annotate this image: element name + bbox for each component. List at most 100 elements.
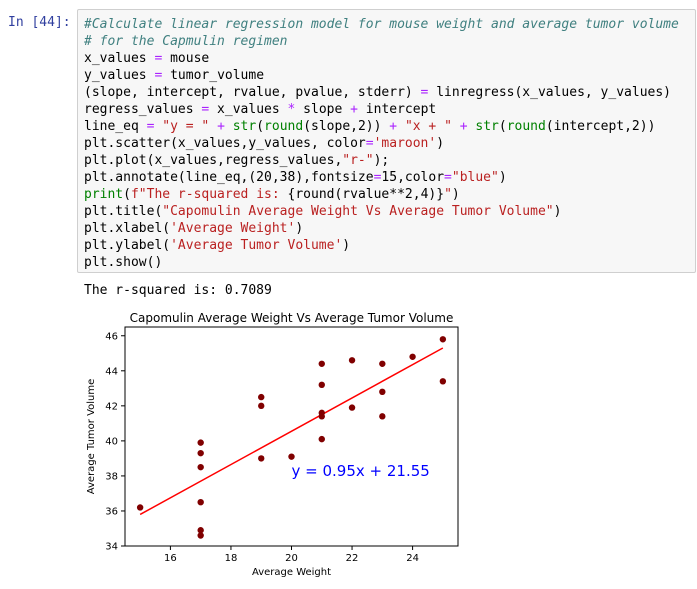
code-line: plt.annotate(line_eq,(20,38),fontsize=15… (84, 169, 679, 186)
code-token (452, 119, 460, 134)
code-line: plt.scatter(x_values,y_values, color='ma… (84, 135, 679, 152)
code-token: 15,color (381, 170, 445, 185)
code-token: = (373, 170, 382, 185)
scatter-point (379, 360, 386, 367)
x-axis-ticks: 16 18 20 22 24 (164, 546, 419, 564)
y-tick-label: 44 (105, 366, 118, 377)
code-token: ); (373, 153, 390, 168)
scatter-plot: 34 36 38 40 42 44 46 16 18 20 22 24 y = 0.95x + 21… (86, 311, 459, 578)
scatter-point (136, 504, 144, 511)
x-tick-label: 16 (164, 553, 177, 564)
y-axis-label: Average Tumor Volume (86, 379, 97, 495)
cell-output-text: The r-squared is: 0.7089 (84, 283, 272, 298)
code-token: * (287, 102, 296, 117)
regression-equation-annotation: y = 0.95x + 21.55 (292, 462, 430, 480)
code-token: ( (123, 187, 131, 202)
code-token: plt.scatter(x_values,y_values, color (84, 136, 366, 151)
code-token: ) (553, 204, 562, 219)
code-token: ( (498, 119, 507, 134)
scatter-point (197, 449, 204, 457)
code-token: = (444, 170, 452, 185)
code-token: plt.annotate(line_eq,(20,38),fontsize (84, 170, 374, 185)
code-token: x_values (84, 51, 155, 66)
x-tick-label: 22 (346, 553, 359, 564)
y-tick-label: 34 (105, 542, 118, 553)
code-token: ) (436, 136, 445, 151)
scatter-point (197, 532, 204, 539)
code-line: plt.show() (84, 254, 679, 271)
code-token: (slope,2)) (303, 119, 390, 134)
code-token: plt.title( (84, 204, 163, 219)
code-token: f"The r-squared is: (130, 187, 288, 202)
code-line: x_values = mouse (84, 50, 679, 67)
scatter-point (197, 527, 204, 534)
code-token: str (232, 119, 257, 134)
code-token: = (201, 102, 210, 117)
code-token: # for the Capmulin regimen (84, 34, 288, 49)
code-line: #Calculate linear regression model for m… (84, 16, 679, 33)
scatter-point (197, 499, 204, 506)
code-token: = (146, 119, 155, 134)
x-tick-label: 24 (406, 553, 419, 564)
code-token: str (475, 119, 499, 134)
y-tick-label: 38 (105, 471, 118, 482)
code-token: ) (295, 221, 304, 236)
code-token: {round(rvalue**2,4)} (287, 187, 445, 202)
code-token (225, 119, 233, 134)
x-axis-label: Average Weight (252, 567, 331, 578)
code-line: line_eq = "y = " + str(round(slope,2)) +… (84, 118, 679, 135)
code-token: linregress(x_values, y_values) (428, 85, 672, 100)
code-token: print (84, 187, 124, 202)
code-line: plt.xlabel('Average Weight') (84, 220, 679, 237)
code-line: plt.plot(x_values,regress_values,"r-"); (84, 152, 679, 169)
code-line: plt.title("Capomulin Average Weight Vs A… (84, 203, 679, 220)
scatter-point (258, 393, 265, 401)
code-token: + (389, 119, 398, 134)
code-token: #Calculate linear regression model for m… (84, 17, 679, 32)
x-tick-label: 18 (225, 553, 238, 564)
code-line: (slope, intercept, rvalue, pvalue, stder… (84, 84, 679, 101)
code-token: plt.show() (84, 255, 163, 270)
code-cell-editor[interactable]: #Calculate linear regression model for m… (77, 9, 696, 273)
code-token: round (506, 119, 546, 134)
y-tick-label: 42 (105, 401, 118, 412)
scatter-point (197, 463, 204, 471)
code-token: "y = " (162, 119, 210, 134)
code-token: plt.xlabel( (84, 221, 171, 236)
code-token: "x + " (404, 119, 452, 134)
code-token: slope (295, 102, 351, 117)
scatter-point (409, 353, 416, 360)
code-token: ( (256, 119, 265, 134)
code-token: "blue" (451, 170, 499, 185)
cell-prompt: In [44]: (8, 15, 71, 30)
code-token: + (459, 119, 468, 134)
y-tick-label: 36 (105, 506, 118, 517)
code-line: print(f"The r-squared is: {round(rvalue*… (84, 186, 679, 203)
code-lines: #Calculate linear regression model for m… (84, 16, 679, 271)
axes-frame (124, 326, 459, 547)
scatter-point (258, 455, 265, 462)
code-token: 'maroon' (373, 136, 437, 151)
code-token: mouse (162, 51, 210, 66)
code-token: intercept (357, 102, 437, 117)
scatter-point (318, 409, 325, 417)
code-token: = (154, 51, 163, 66)
scatter-point (318, 381, 325, 389)
code-token: "Capomulin Average Weight Vs Average Tum… (162, 204, 554, 219)
code-token (397, 119, 405, 134)
code-line: regress_values = x_values * slope + inte… (84, 101, 679, 118)
code-token: "r-" (342, 153, 374, 168)
y-tick-label: 40 (105, 436, 118, 447)
code-token: ) (498, 170, 507, 185)
code-token: (slope, intercept, rvalue, pvalue, stder… (84, 85, 421, 100)
y-tick-label: 46 (105, 331, 118, 342)
scatter-point (439, 336, 447, 343)
code-token: 'Average Weight' (170, 221, 296, 236)
scatter-point (197, 439, 204, 446)
code-token: ) (451, 187, 460, 202)
code-token: tumor_volume (162, 68, 265, 83)
code-token (209, 119, 217, 134)
code-token: regress_values (84, 102, 202, 117)
scatter-point (379, 388, 386, 396)
y-axis-ticks: 34 36 38 40 42 44 46 (105, 331, 125, 553)
